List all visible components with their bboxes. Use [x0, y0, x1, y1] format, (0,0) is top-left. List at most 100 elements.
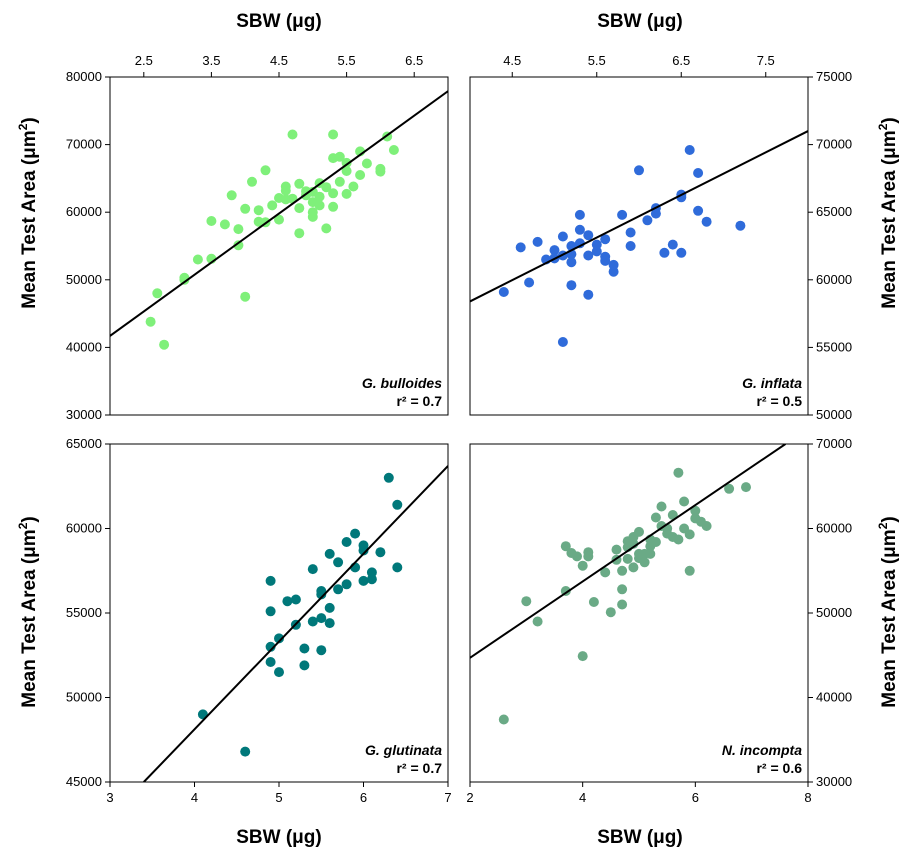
- panel-g-bulloides: 2.5 3.5 4.5 5.5 6.5 30000 40000 50000 60000 70000…: [66, 53, 449, 422]
- regression-line: [143, 465, 448, 782]
- data-point: [280, 181, 291, 192]
- data-point: [684, 145, 695, 155]
- y-tick-label: 60000: [816, 521, 852, 536]
- data-point: [650, 537, 661, 547]
- data-point: [274, 633, 284, 644]
- data-point: [617, 209, 628, 220]
- regression-line: [470, 444, 787, 659]
- data-point: [328, 129, 339, 140]
- species-label: N. incompta: [722, 742, 802, 758]
- svg-text:Mean Test Area (μm2): Mean Test Area (μm2): [876, 516, 900, 707]
- data-point: [701, 521, 712, 531]
- data-points: [197, 472, 403, 757]
- regression-line: [110, 90, 448, 337]
- data-point: [684, 529, 695, 540]
- data-point: [574, 224, 585, 235]
- data-point: [583, 230, 594, 241]
- data-point: [274, 667, 284, 678]
- data-point: [334, 176, 345, 187]
- data-point: [388, 145, 399, 155]
- data-point: [192, 254, 203, 265]
- y-tick-label: 55000: [66, 605, 102, 620]
- data-point: [693, 168, 704, 178]
- data-point: [307, 564, 318, 575]
- y-tick-label: 70000: [66, 137, 102, 152]
- data-point: [321, 223, 332, 234]
- data-point: [316, 586, 327, 596]
- data-point: [267, 200, 278, 211]
- x-tick-label: 5.5: [338, 53, 356, 68]
- data-point: [634, 165, 644, 176]
- data-point: [583, 250, 594, 261]
- data-point: [667, 239, 678, 250]
- y-tick-label: 40000: [66, 339, 102, 354]
- y-tick-label: 50000: [816, 407, 852, 422]
- data-point: [341, 579, 352, 590]
- data-point: [557, 337, 568, 347]
- data-point: [348, 181, 359, 192]
- x-axis-title-top-right: SBW (μg): [597, 11, 683, 32]
- data-point: [628, 562, 639, 573]
- data-point: [532, 236, 543, 247]
- x-tick-label: 6: [692, 790, 699, 805]
- x-tick-label: 5: [275, 790, 282, 805]
- data-point: [588, 597, 599, 607]
- species-label: G. glutinata: [365, 742, 442, 758]
- x-tick-label: 2.5: [135, 53, 153, 68]
- y-tick-label: 50000: [66, 272, 102, 287]
- y-tick-label: 45000: [66, 774, 102, 789]
- data-point: [341, 188, 352, 199]
- data-point: [307, 616, 318, 627]
- species-label: G. inflata: [742, 375, 802, 391]
- data-point: [515, 242, 526, 253]
- data-point: [560, 541, 571, 552]
- r2-label: r² = 0.7: [396, 393, 442, 409]
- data-point: [294, 228, 305, 239]
- data-point: [557, 231, 568, 242]
- data-point: [642, 215, 653, 226]
- x-tick-label: 5.5: [588, 53, 606, 68]
- data-point: [625, 227, 636, 238]
- data-point: [240, 203, 251, 214]
- data-point: [577, 560, 588, 571]
- data-point: [600, 255, 611, 266]
- r2-label: r² = 0.7: [396, 760, 442, 776]
- data-point: [673, 467, 684, 478]
- y-tick-label: 65000: [816, 204, 852, 219]
- data-point: [247, 176, 257, 187]
- data-point: [260, 165, 271, 176]
- x-tick-label: 4: [191, 790, 198, 805]
- x-tick-label: 3: [106, 790, 113, 805]
- data-point: [724, 483, 735, 494]
- data-point: [219, 219, 230, 230]
- y-tick-label: 65000: [66, 436, 102, 451]
- data-point: [240, 291, 251, 302]
- data-point: [639, 557, 650, 568]
- panel-g-glutinata: 3 4 5 6 7 45000 50000 55000 60000 65000 G. glutina…: [66, 436, 452, 805]
- data-point: [159, 339, 170, 350]
- data-point: [324, 548, 335, 559]
- data-points: [498, 145, 746, 347]
- data-point: [605, 607, 616, 618]
- data-point: [650, 208, 661, 219]
- plot-frame: [109, 443, 449, 783]
- data-point: [358, 575, 369, 586]
- data-point: [287, 129, 298, 140]
- data-point: [574, 209, 585, 220]
- data-point: [233, 240, 244, 251]
- data-point: [600, 567, 611, 578]
- data-point: [566, 257, 577, 268]
- data-point: [650, 512, 661, 523]
- data-point: [524, 277, 535, 288]
- y-tick-label: 60000: [66, 521, 102, 536]
- x-tick-label: 3.5: [202, 53, 220, 68]
- y-tick-label: 40000: [816, 690, 852, 705]
- x-tick-label: 4: [579, 790, 586, 805]
- y-tick-label: 55000: [816, 339, 852, 354]
- y-tick-label: 75000: [816, 69, 852, 84]
- y-tick-label: 60000: [816, 272, 852, 287]
- data-point: [333, 584, 344, 595]
- data-points: [498, 467, 751, 725]
- data-point: [676, 247, 687, 258]
- x-tick-label: 4.5: [503, 53, 521, 68]
